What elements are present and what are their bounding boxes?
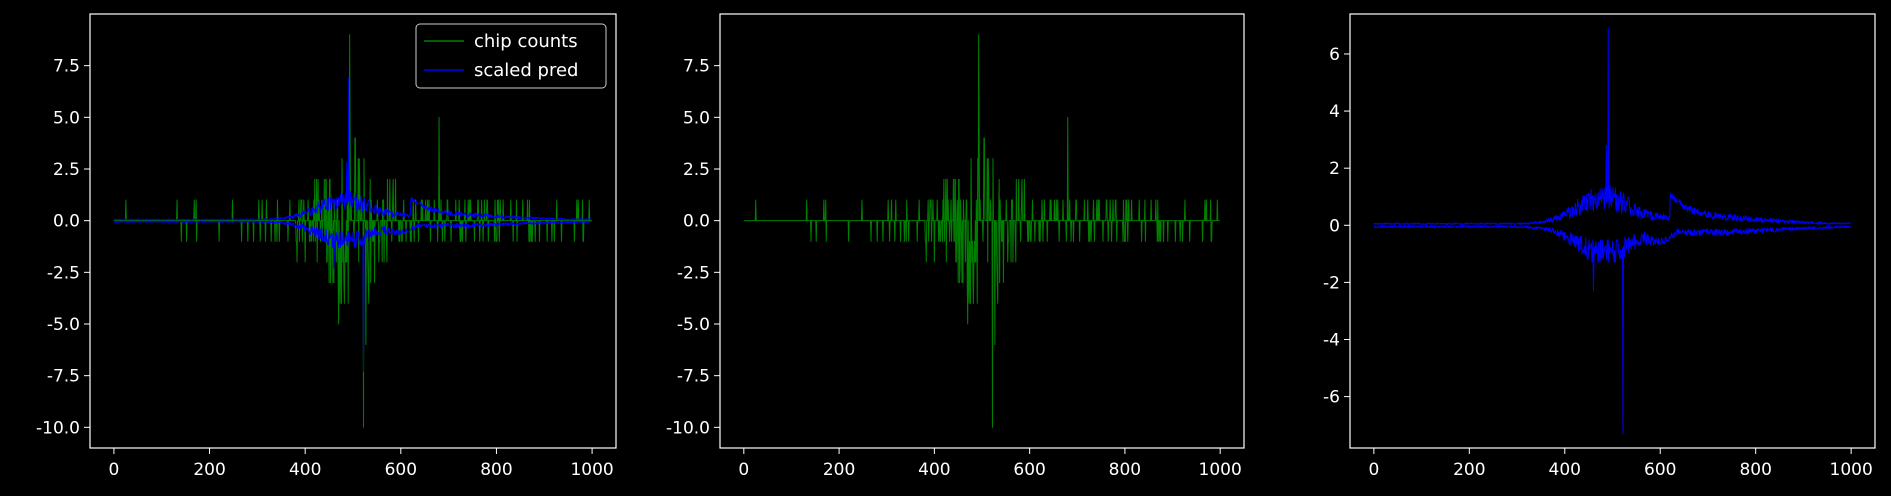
panel-1-y-axis: -10.0 -7.5 -5.0 -2.5 0.0 2.5 5.0 7.5 xyxy=(36,57,90,438)
panel-3: 0 200 400 600 800 1000 -6 -4 -2 0 2 4 6 xyxy=(1323,13,1876,480)
panel-2-y-axis: -10.0 -7.5 -5.0 -2.5 0.0 2.5 5.0 7.5 xyxy=(666,57,720,438)
x-tick-label: 1000 xyxy=(1199,460,1242,480)
y-tick-label: 4 xyxy=(1329,102,1340,122)
y-tick-label: -10.0 xyxy=(666,418,710,438)
legend-box xyxy=(415,23,607,89)
y-tick-label: -10.0 xyxy=(36,418,80,438)
panel-2-frame xyxy=(719,13,1245,449)
panel-3-x-axis: 0 200 400 600 800 1000 xyxy=(1368,448,1873,480)
x-tick-label: 200 xyxy=(193,460,225,480)
panel-2-plot-area xyxy=(743,34,1220,428)
x-tick-label: 400 xyxy=(1549,460,1581,480)
y-tick-label: 2.5 xyxy=(53,160,80,180)
panel-1-plot-area xyxy=(113,34,592,428)
y-tick-label: 0.0 xyxy=(683,212,710,232)
y-tick-label: -7.5 xyxy=(677,367,710,387)
x-tick-label: 0 xyxy=(108,460,119,480)
panel-2: 0 200 400 600 800 1000 -10.0 -7.5 -5.0 -2.5 0.0 2.… xyxy=(666,13,1245,480)
panel-1: 0 200 400 600 800 1000 -10.0 -7.5 -5.0 -2.5 0.0 2.… xyxy=(36,13,617,480)
x-tick-label: 600 xyxy=(1013,460,1045,480)
x-tick-label: 400 xyxy=(918,460,950,480)
panel-2-x-axis: 0 200 400 600 800 1000 xyxy=(738,448,1242,480)
y-tick-label: -2 xyxy=(1323,273,1340,293)
x-tick-label: 0 xyxy=(738,460,749,480)
y-tick-label: 5.0 xyxy=(683,108,710,128)
legend: chip counts scaled pred xyxy=(415,23,607,89)
x-tick-label: 600 xyxy=(1644,460,1676,480)
y-tick-label: -5.0 xyxy=(677,315,710,335)
x-tick-label: 200 xyxy=(1453,460,1485,480)
y-tick-label: 6 xyxy=(1329,45,1340,65)
x-tick-label: 800 xyxy=(1109,460,1141,480)
y-tick-label: 7.5 xyxy=(683,57,710,77)
panel-1-frame xyxy=(89,13,617,449)
y-tick-label: -7.5 xyxy=(47,367,80,387)
y-tick-label: 0 xyxy=(1329,216,1340,236)
y-tick-label: -2.5 xyxy=(677,263,710,283)
x-tick-label: 800 xyxy=(480,460,512,480)
legend-label-chip-counts: chip counts xyxy=(474,31,578,52)
x-tick-label: 400 xyxy=(289,460,321,480)
x-tick-label: 800 xyxy=(1739,460,1771,480)
x-tick-label: 600 xyxy=(385,460,417,480)
legend-label-scaled-pred: scaled pred xyxy=(474,60,578,81)
x-tick-label: 0 xyxy=(1368,460,1379,480)
series-line-scaled-pred xyxy=(1373,27,1851,435)
series-line-chip-counts xyxy=(113,34,592,428)
y-tick-label: -6 xyxy=(1323,388,1340,408)
series-line-scaled-pred xyxy=(113,77,592,373)
y-tick-label: 2.5 xyxy=(683,160,710,180)
y-tick-label: 2 xyxy=(1329,159,1340,179)
y-tick-label: -2.5 xyxy=(47,263,80,283)
panel-3-y-axis: -6 -4 -2 0 2 4 6 xyxy=(1323,45,1350,408)
x-tick-label: 200 xyxy=(823,460,855,480)
panel-1-x-axis: 0 200 400 600 800 1000 xyxy=(108,448,614,480)
y-tick-label: 0.0 xyxy=(53,212,80,232)
x-tick-label: 1000 xyxy=(1830,460,1873,480)
y-tick-label: -4 xyxy=(1323,331,1340,351)
series-line-chip-counts xyxy=(743,34,1220,428)
panel-3-plot-area xyxy=(1373,27,1851,435)
y-tick-label: -5.0 xyxy=(47,315,80,335)
panel-3-frame xyxy=(1349,13,1876,449)
y-tick-label: 5.0 xyxy=(53,108,80,128)
y-tick-label: 7.5 xyxy=(53,57,80,77)
x-tick-label: 1000 xyxy=(570,460,613,480)
